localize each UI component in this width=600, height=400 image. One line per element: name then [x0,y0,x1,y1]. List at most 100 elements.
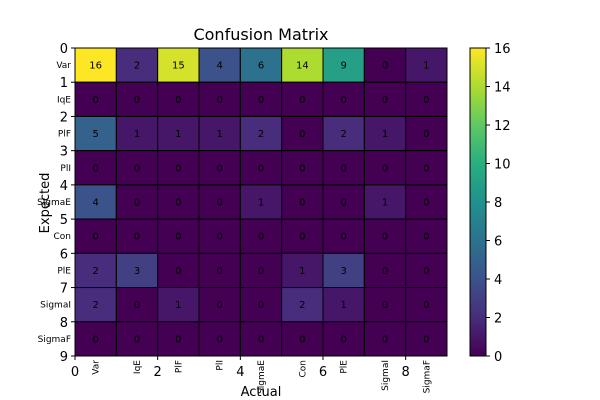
heatmap-cell [115,184,159,220]
y-category-label: SigmaI [40,301,71,311]
heatmap-cell [405,81,448,117]
heatmap-cell [322,321,365,357]
heatmap-cell [322,184,365,220]
heatmap-cell [281,115,324,152]
heatmap-cell [157,184,200,220]
cell-value-labels: 16 2 15 4 6 14 9 0 1 0 0 0 0 0 0 0 0 0 5 1 1 1 2 0 2 1 0 0 0 0 0 0 0 0 0 0 4… [89,61,429,346]
cell-value-label: 0 [216,300,222,311]
cell-value-label: 0 [92,163,98,174]
cell-value-label: 0 [258,266,264,277]
y-category-label: PlE [57,266,71,276]
y-tick-label: 6 [60,247,68,262]
cell-value-label: 0 [423,198,429,209]
cell-value-label: 1 [382,198,388,209]
cell-value-label: 0 [92,232,98,243]
x-tick-label: 6 [319,365,327,380]
cell-value-label: 0 [134,95,140,106]
cell-value-label: 0 [216,163,222,174]
heatmap-cell [322,252,365,289]
cell-value-label: 0 [258,163,264,174]
cell-value-label: 1 [216,129,222,140]
heatmap-cell [239,321,283,357]
heatmap-cell [157,47,200,83]
cell-value-label: 0 [216,334,222,345]
heatmap-cell [115,150,159,186]
heatmap-cell [281,184,324,220]
cell-value-label: 9 [340,61,346,72]
cell-value-label: 0 [299,163,305,174]
cell-value-label: 1 [340,300,346,311]
y-category-label: SigmaF [38,335,71,345]
cell-value-label: 2 [258,129,264,140]
heatmap-cell [74,47,117,83]
cell-value-label: 0 [134,300,140,311]
x-tick-label: 0 [71,365,79,380]
heatmap-cell [281,321,324,357]
cell-value-label: 2 [92,266,98,277]
x-category-label: Var [92,360,102,375]
y-category-label: Con [54,232,72,242]
cell-value-label: 16 [89,61,102,72]
heatmap-cell [157,81,200,117]
heatmap-cell [239,287,283,323]
cell-value-label: 0 [216,232,222,243]
heatmap-cell [157,287,200,323]
x-category-label: SigmaI [381,360,391,391]
y-category-label: Var [56,61,71,71]
cell-value-label: 0 [216,266,222,277]
x-category-label: SigmaE [257,360,267,394]
x-tick-label: 8 [402,365,410,380]
x-category-label: SigmaF [422,360,432,393]
cell-value-label: 0 [382,232,388,243]
heatmap-cell [363,287,407,323]
cell-value-label: 1 [134,129,140,140]
heatmap-cell [322,150,365,186]
x-category-label: PlI [216,360,226,371]
cell-value-label: 0 [216,95,222,106]
y-tick-label: 2 [60,110,68,125]
heatmap-cell [363,252,407,289]
cell-value-label: 0 [175,334,181,345]
heatmap-cell [198,184,241,220]
cell-value-label: 3 [340,266,346,277]
heatmap-cell [239,252,283,289]
x-category-label: PlE [340,360,350,374]
colorbar-tick-label: 12 [494,119,511,134]
colorbar: 0 2 4 6 8 10 12 14 16 [469,42,511,365]
cell-value-label: 6 [258,61,264,72]
heatmap-cell [322,287,365,323]
cell-value-label: 0 [382,334,388,345]
y-axis-label: Expected [38,173,53,234]
colorbar-tick-label: 14 [494,81,511,96]
cell-value-label: 0 [134,232,140,243]
cell-value-label: 2 [92,300,98,311]
colorbar-tick-label: 6 [494,235,502,250]
cell-value-label: 0 [175,198,181,209]
axes: 0 2 4 6 8 Var IqE PlF PlI SigmaE Con PlE SigmaI Sigma… [37,42,448,394]
cell-value-label: 14 [296,61,309,72]
heatmap-cell [405,252,448,289]
cell-value-label: 1 [382,129,388,140]
colorbar-tick-label: 4 [494,273,502,288]
cell-value-label: 1 [175,129,181,140]
y-category-label: IqE [57,95,71,105]
cell-value-label: 0 [382,61,388,72]
cell-value-label: 0 [423,266,429,277]
cell-value-label: 0 [175,266,181,277]
y-tick-label: 9 [60,350,68,365]
cell-value-label: 0 [92,334,98,345]
heatmap-cell [198,115,241,152]
y-tick-label: 7 [60,282,68,297]
cell-value-label: 0 [382,95,388,106]
cell-value-label: 4 [216,61,222,72]
colorbar-scale [469,47,487,357]
heatmap-cell [363,150,407,186]
cell-value-label: 0 [134,198,140,209]
heatmap-cell [157,218,200,254]
heatmap-cell [74,184,117,220]
x-axis-label: Actual [241,385,282,400]
cell-value-label: 2 [299,300,305,311]
cell-value-label: 0 [92,95,98,106]
cell-value-label: 0 [340,163,346,174]
